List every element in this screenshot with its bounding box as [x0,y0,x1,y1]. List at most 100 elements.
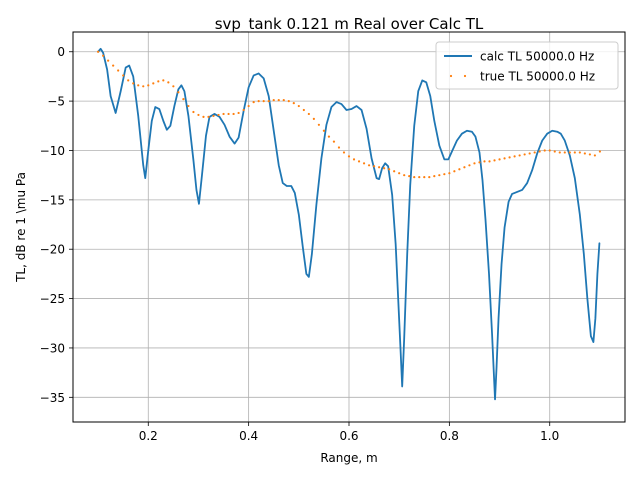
data-point [463,166,466,169]
data-point [182,98,185,101]
legend-swatch-true [449,74,467,78]
legend-box [435,41,619,90]
y-tick-label: 0 [57,45,65,59]
data-point [478,161,481,164]
data-point [262,100,265,103]
y-tick-label: −25 [40,292,65,306]
data-point [568,151,571,154]
data-point [292,101,295,105]
y-tick-label: −30 [40,341,65,355]
y-tick-label: −10 [40,144,65,158]
data-point [357,160,361,163]
data-point [588,153,591,156]
y-axis-label: TL, dB re 1 \mu Pa [14,172,28,283]
data-point [107,59,110,62]
data-point [443,173,446,176]
data-point [458,168,461,171]
series-1 [96,50,602,179]
data-point [533,151,536,154]
data-point [297,104,300,108]
data-point [282,99,285,102]
data-point [518,154,521,157]
y-tick-label: −5 [47,95,65,109]
data-point [362,162,366,165]
y-tick-label: −35 [40,391,65,405]
data-point [322,129,326,132]
data-point [237,111,240,115]
y-tick-label: −20 [40,243,65,257]
legend-label-true: true TL 50000.0 Hz [480,70,595,84]
y-tick-label: −15 [40,193,65,207]
data-point [398,172,401,175]
legend-label-calc: calc TL 50000.0 Hz [480,50,594,64]
data-point [523,153,526,156]
data-point [423,176,426,179]
data-point [578,151,581,154]
data-point [287,100,290,103]
data-point [257,100,260,103]
data-point [177,91,180,94]
data-point [448,172,451,175]
x-axis-label: Range, m [320,451,377,465]
series-layer [96,47,602,401]
data-point [96,50,100,53]
grid [73,32,625,422]
x-tick-label: 0.4 [239,429,258,443]
data-point [498,158,501,161]
data-point [428,176,431,179]
data-point [217,113,220,117]
data-point [372,165,376,168]
data-point [347,155,351,158]
data-point [327,135,331,138]
data-point [593,154,596,157]
chart-title: svp_tank 0.121 m Real over Calc TL [215,15,484,34]
data-point [548,149,551,152]
data-point [483,160,486,163]
x-tick-label: 0.8 [440,429,459,443]
data-point [272,99,275,102]
data-point [438,174,441,177]
data-point [383,167,386,170]
data-point [408,175,411,178]
data-point [222,112,225,116]
data-point [207,115,210,119]
data-point [312,117,315,120]
data-point [418,176,421,179]
data-point [583,152,586,155]
data-point [137,84,140,87]
data-point [247,104,250,108]
data-point [598,150,602,153]
data-point [513,155,516,158]
series-line [97,47,601,401]
data-point [378,166,381,169]
data-point [192,110,195,114]
data-point [142,85,145,88]
data-point [433,175,436,178]
x-tick-label: 1.0 [540,429,559,443]
data-point [112,64,115,67]
data-point [162,79,165,82]
data-point [493,159,496,162]
data-point [352,158,356,161]
x-tick-label: 0.2 [139,429,158,443]
data-point [252,101,255,104]
data-point [117,69,120,72]
data-point [212,114,215,118]
legend: calc TL 50000.0 Hz true TL 50000.0 Hz [435,41,619,90]
data-point [388,168,391,171]
data-point [147,84,150,87]
data-point [403,174,406,177]
x-tick-label: 0.6 [339,429,358,443]
data-point [543,149,546,152]
data-point [473,162,476,165]
data-point [127,79,130,82]
data-point [488,160,491,163]
data-point [227,112,230,116]
data-point [503,157,506,160]
data-point [132,82,135,85]
data-point [553,150,556,153]
data-point [187,104,190,108]
data-point [342,151,346,154]
x-axis-ticks: 0.2 0.4 0.6 0.8 1.0 [139,422,559,443]
